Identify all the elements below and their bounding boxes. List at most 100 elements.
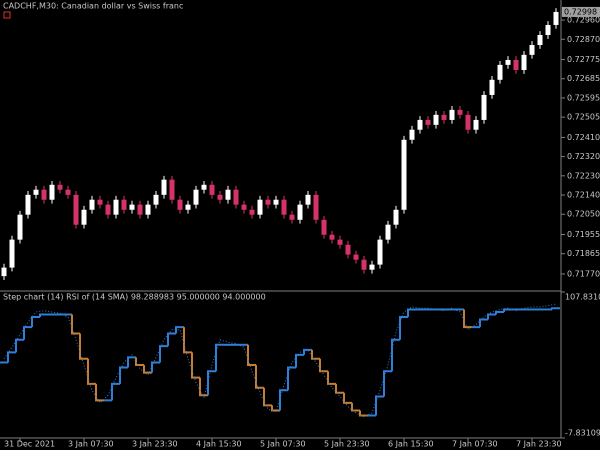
indicator-title: Step chart (14) RSI of (14 SMA) 98.28898… [3,293,266,302]
candle-body [81,209,87,225]
step-segment [127,356,136,368]
candle-body [449,109,455,120]
y-tick-label: 0.72685 [567,74,600,83]
x-tick-label: 31 Dec 2021 [4,440,55,449]
step-segment [95,383,104,402]
candle-body [25,194,31,215]
step-segment [271,405,280,412]
y-tick-label: 0.72050 [567,210,600,219]
step-segment [375,395,384,416]
step-segment [295,353,304,368]
y-tick-label: 0.72230 [567,171,600,180]
candle-body [489,79,495,95]
x-tick-label: 6 Jan 15:30 [388,440,434,449]
step-segment [119,366,128,384]
x-tick-label: 4 Jan 15:30 [196,440,242,449]
candle-body [1,267,7,277]
candle-body [337,239,343,245]
x-tick-label: 3 Jan 23:30 [132,440,178,449]
candle-body [249,209,255,215]
current-price-box [562,6,600,17]
y-tick-label: 0.71955 [567,230,600,239]
candle-body [321,219,327,235]
candle-body [497,64,503,80]
step-segment [175,326,184,334]
step-segment [479,318,488,328]
candle-body [257,199,263,215]
step-segment [343,392,352,404]
step-segment [287,366,296,391]
candle-body [305,194,311,205]
step-segment [199,377,208,397]
rsi-line [3,303,557,418]
step-segment [407,308,416,318]
current-price-label: 0.72998 [564,7,597,16]
candle-body [201,184,207,190]
candle-body [233,189,239,205]
candle-body [17,214,23,240]
candle-body [121,199,127,210]
y-tick-label: 107.831091 [565,293,600,302]
y-tick-label: 0.71865 [567,249,600,258]
step-segment [327,371,336,385]
step-segment [151,361,160,373]
candle-body [353,254,359,260]
candle-body [425,119,431,125]
y-tick-label: 0.72775 [567,55,600,64]
y-tick-label: -7.831091 [565,429,600,438]
step-segment [551,307,560,310]
candle-body [129,204,135,210]
candle-body [417,119,423,130]
candle-body [105,204,111,215]
candle-body [409,129,415,140]
candle-body [217,194,223,200]
candle-body [441,114,447,120]
candle-body [513,59,519,70]
y-tick-label: 0.71770 [567,269,600,278]
step-segment [79,333,88,360]
step-segment [391,338,400,372]
step-segment [167,332,176,347]
step-segment [279,389,288,411]
step-segment [303,348,312,355]
candle-body [153,194,159,205]
step-segment [263,387,272,407]
candle-body [137,204,143,215]
y-tick-label: 0.72320 [567,152,600,161]
candle-body [385,224,391,240]
candle-body [89,199,95,210]
candle-body [529,45,535,55]
step-segment [463,309,472,329]
step-segment [23,326,32,340]
step-segment [183,327,192,354]
candle-body [369,264,375,270]
candle-body [33,189,39,195]
step-segment [71,314,80,335]
candle-body [65,189,71,195]
candle-body [465,114,471,130]
candle-body [41,189,47,200]
step-segment [351,402,360,412]
candle-body [193,189,199,205]
candle-body [97,199,103,205]
candle-body [9,239,15,268]
step-segment [247,344,256,366]
step-segment [359,410,368,417]
x-tick-label: 5 Jan 23:30 [324,440,370,449]
candle-body [281,199,287,215]
candle-body [73,194,79,225]
candle-body [297,204,303,220]
step-segment [399,316,408,340]
candle-body [169,179,175,200]
candle-body [329,234,335,240]
candle-body [345,244,351,255]
step-segment [159,345,168,363]
candle-body [209,184,215,195]
step-segment [39,313,48,318]
candle-body [161,179,167,195]
candle-body [377,239,383,265]
candle-body [473,119,479,130]
step-segment [87,358,96,385]
y-tick-label: 0.72410 [567,133,600,142]
step-segment [255,365,264,389]
